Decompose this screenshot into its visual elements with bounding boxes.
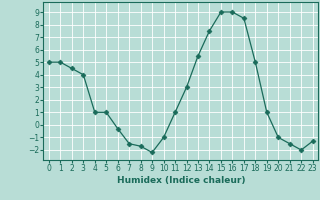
X-axis label: Humidex (Indice chaleur): Humidex (Indice chaleur) xyxy=(116,176,245,185)
